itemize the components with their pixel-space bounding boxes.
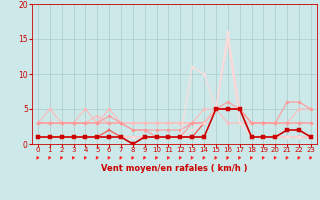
- X-axis label: Vent moyen/en rafales ( km/h ): Vent moyen/en rafales ( km/h ): [101, 164, 248, 173]
